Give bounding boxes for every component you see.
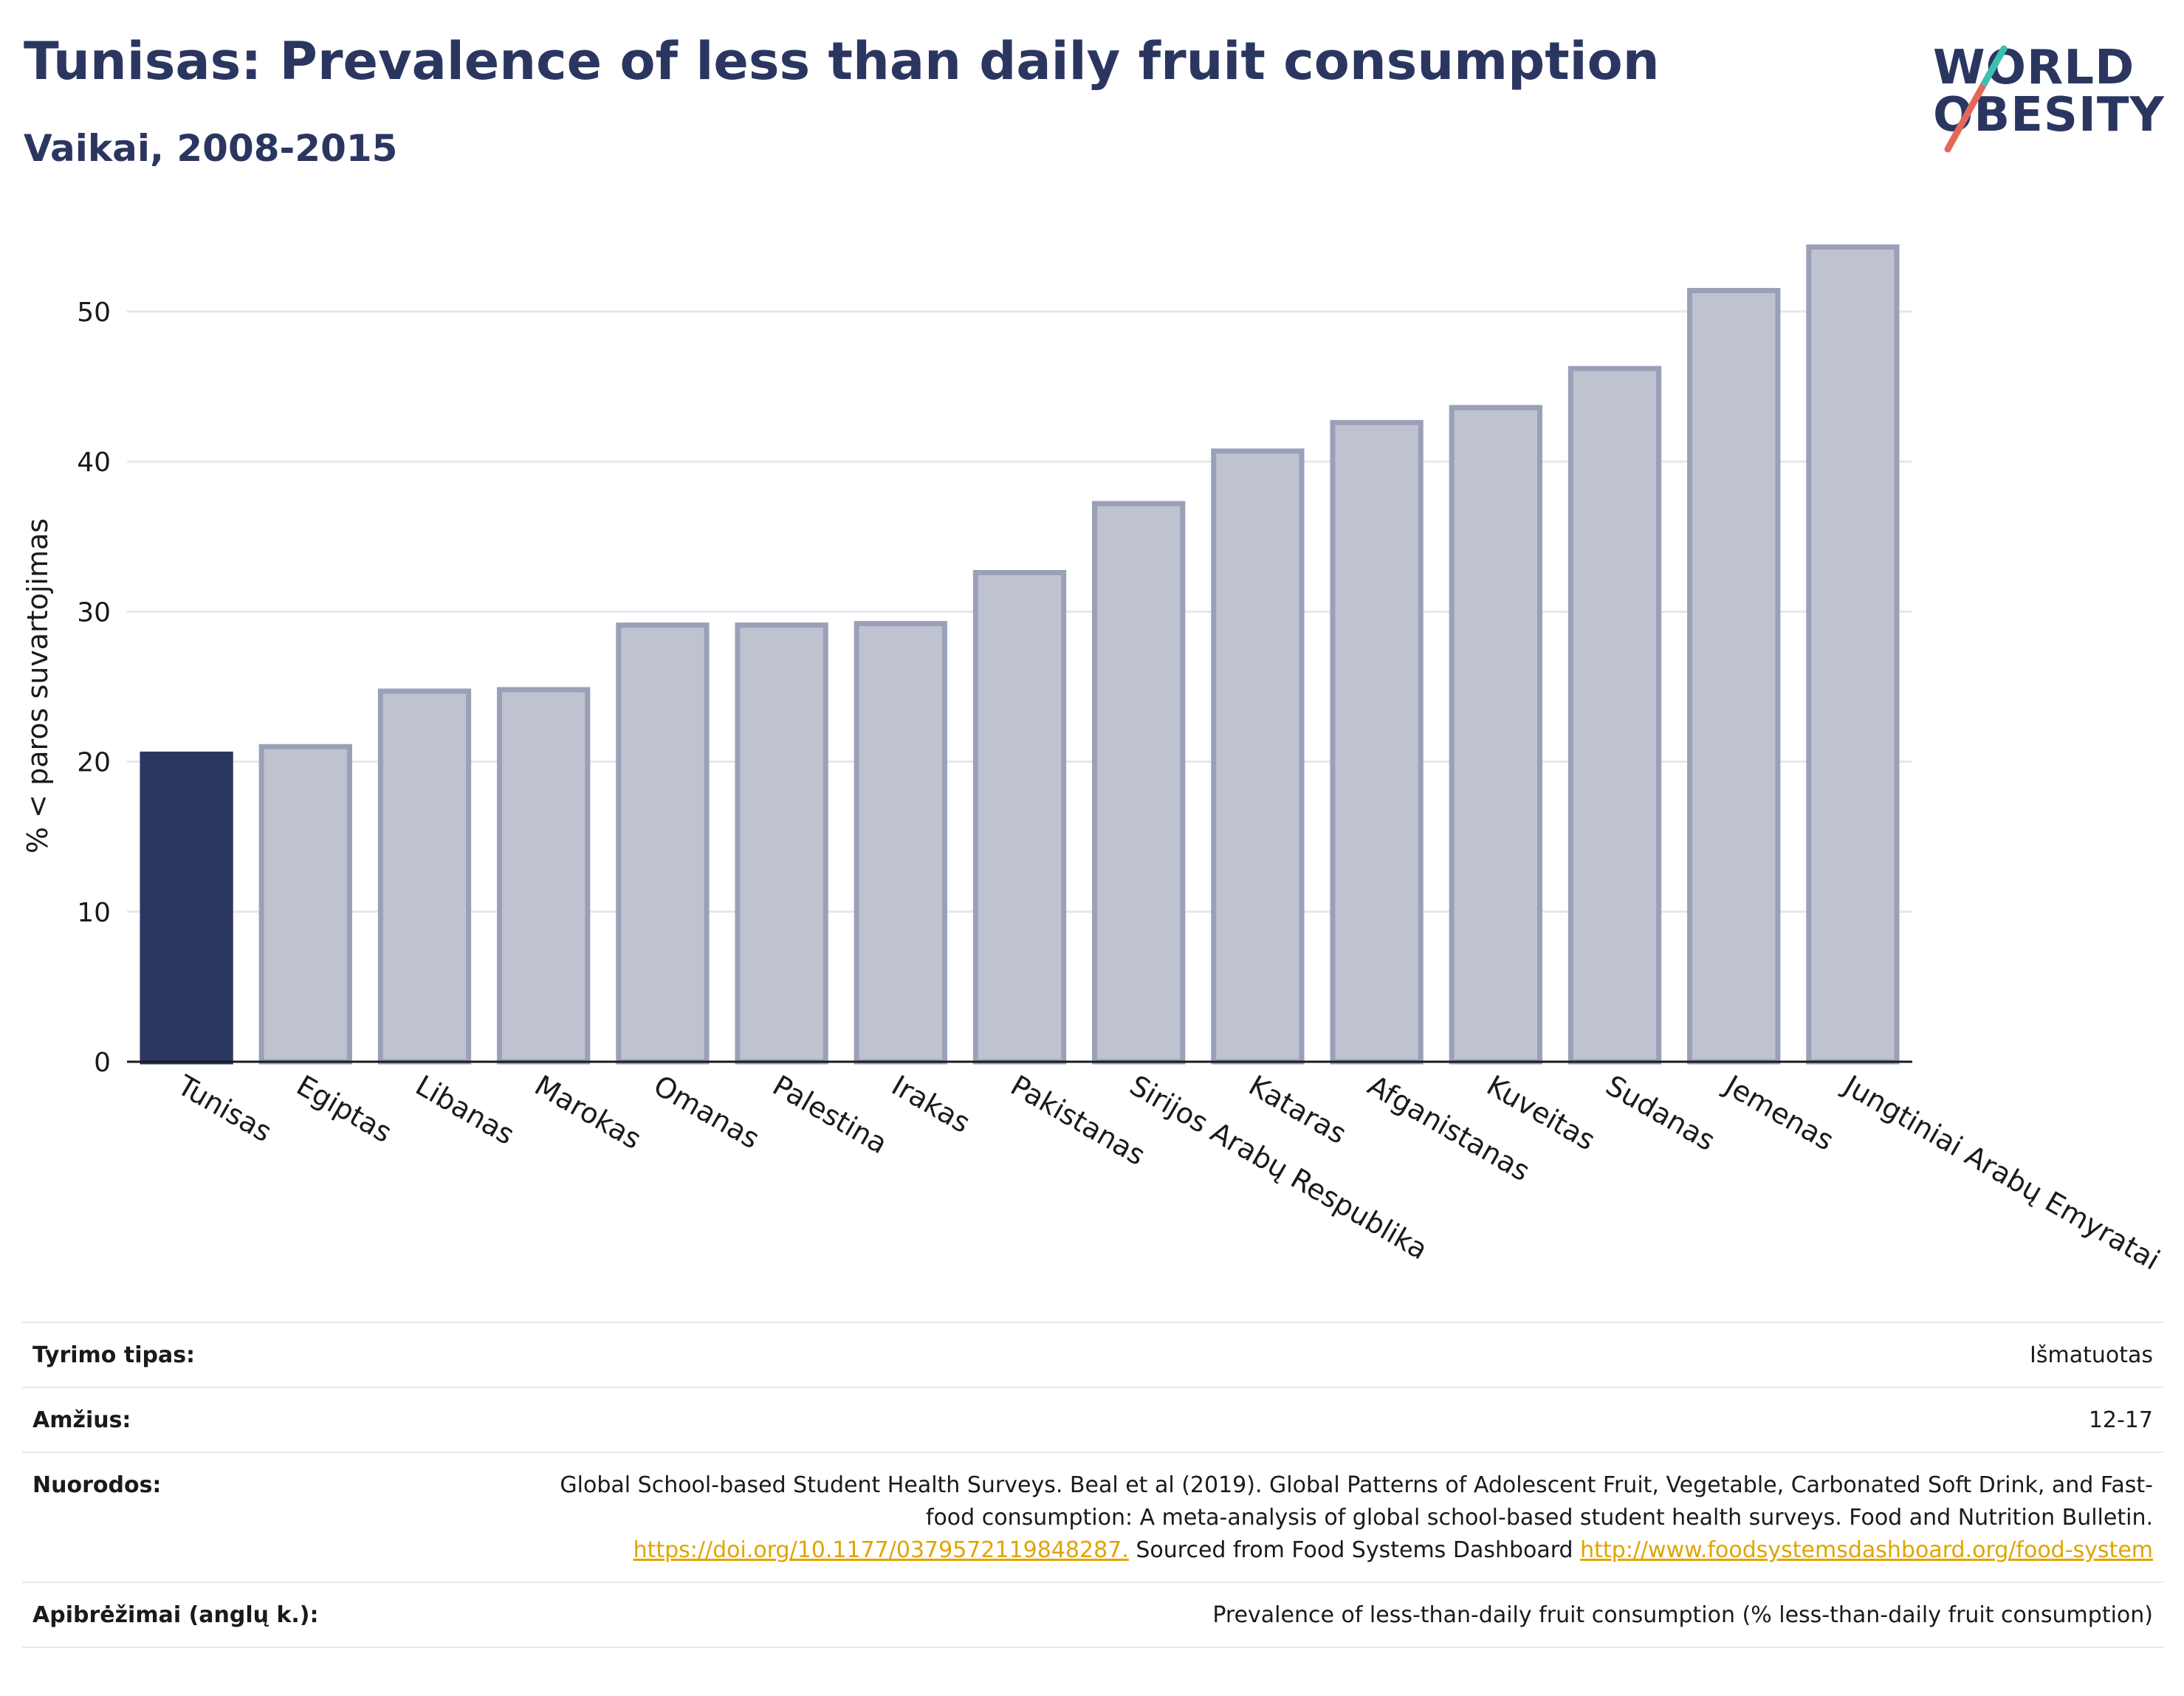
y-tick-label: 10 bbox=[77, 898, 111, 928]
y-tick-labels: 0 10 20 30 40 50 bbox=[77, 298, 111, 1078]
x-tick-label: Irakas bbox=[886, 1069, 975, 1139]
bar-pakistanas[interactable] bbox=[972, 570, 1067, 1065]
food-systems-link[interactable]: http://www.foodsystemsdashboard.org/food… bbox=[1580, 1537, 2153, 1563]
x-tick-label: Jungtiniai Arabų Emyratai bbox=[1837, 1068, 2166, 1277]
bar-egiptas[interactable] bbox=[258, 744, 352, 1065]
meta-label: Apibrėžimai (anglų k.): bbox=[32, 1602, 319, 1628]
x-tick-labels: Tunisas Egiptas Libanas Marokas Omanas Palest… bbox=[171, 1068, 2165, 1277]
world-obesity-logo: WORLD OBESITY bbox=[1927, 22, 2171, 155]
bar-omanas[interactable] bbox=[616, 622, 710, 1065]
meta-row-definitions: Apibrėžimai (anglų k.): Prevalence of le… bbox=[22, 1583, 2163, 1648]
bar-irakas[interactable] bbox=[854, 621, 947, 1065]
bar-libanas[interactable] bbox=[377, 688, 472, 1065]
meta-row-study-type: Tyrimo tipas: Išmatuotas bbox=[22, 1323, 2163, 1388]
logo-line-1: WORLD bbox=[1933, 41, 2135, 95]
y-tick-label: 0 bbox=[94, 1048, 111, 1078]
references-source: Sourced from Food Systems Dashboard bbox=[1136, 1537, 1573, 1563]
chart-title: Tunisas: Prevalence of less than daily f… bbox=[24, 31, 1660, 92]
doi-link[interactable]: https://doi.org/10.1177/0379572119848287… bbox=[633, 1537, 1129, 1563]
bar-marokas[interactable] bbox=[497, 687, 591, 1065]
x-tick-label: Jemenas bbox=[1718, 1068, 1839, 1157]
metadata-table: Tyrimo tipas: Išmatuotas Amžius: 12-17 N… bbox=[22, 1322, 2163, 1648]
y-tick-label: 40 bbox=[77, 447, 111, 478]
bar-sirijos-arabų-respublika[interactable] bbox=[1092, 501, 1186, 1065]
references-text: Global School-based Student Health Surve… bbox=[551, 1469, 2153, 1567]
chart-subtitle: Vaikai, 2008-2015 bbox=[24, 127, 398, 170]
x-tick-label: Sudanas bbox=[1601, 1069, 1721, 1157]
bar-jungtiniai-arabų-emyratai[interactable] bbox=[1806, 244, 1900, 1065]
logo-slash-icon bbox=[1944, 45, 2008, 153]
bar-jemenas[interactable] bbox=[1687, 287, 1781, 1065]
y-tick-label: 20 bbox=[77, 748, 111, 778]
x-tick-label: Marokas bbox=[529, 1069, 647, 1156]
bar-chart: 0 10 20 30 40 50 Tunisas Egiptas Libanas Marokas… bbox=[21, 244, 2166, 1277]
x-tick-label: Palestina bbox=[767, 1069, 893, 1161]
x-tick-label: Tunisas bbox=[171, 1068, 277, 1148]
bar-kuveitas[interactable] bbox=[1449, 405, 1542, 1065]
bar-tunisas[interactable] bbox=[140, 751, 233, 1065]
y-axis-label: % < paros suvartojimas bbox=[21, 518, 54, 854]
x-tick-label: Omanas bbox=[648, 1069, 765, 1156]
meta-value: 12-17 bbox=[2088, 1407, 2153, 1433]
x-tick-label: Pakistanas bbox=[1006, 1069, 1151, 1172]
references-citation: Global School-based Student Health Surve… bbox=[560, 1472, 2153, 1531]
bar-palestina[interactable] bbox=[735, 622, 828, 1065]
meta-label: Amžius: bbox=[32, 1407, 131, 1433]
x-tick-label: Egiptas bbox=[291, 1069, 397, 1150]
bars bbox=[140, 244, 1900, 1065]
meta-label: Tyrimo tipas: bbox=[32, 1342, 196, 1368]
meta-value: Išmatuotas bbox=[2030, 1342, 2153, 1368]
y-tick-label: 30 bbox=[77, 597, 111, 628]
logo-line-2: OBESITY bbox=[1933, 88, 2165, 143]
meta-row-age: Amžius: 12-17 bbox=[22, 1388, 2163, 1453]
meta-label: Nuorodos: bbox=[32, 1472, 162, 1498]
meta-value: Prevalence of less-than-daily fruit cons… bbox=[1212, 1602, 2153, 1628]
meta-row-references: Nuorodos: Global School-based Student He… bbox=[22, 1453, 2163, 1583]
bar-kataras[interactable] bbox=[1211, 448, 1305, 1065]
bar-afganistanas[interactable] bbox=[1330, 419, 1424, 1065]
y-tick-label: 50 bbox=[77, 298, 111, 328]
bar-sudanas[interactable] bbox=[1567, 365, 1662, 1065]
x-tick-label: Libanas bbox=[411, 1069, 521, 1151]
